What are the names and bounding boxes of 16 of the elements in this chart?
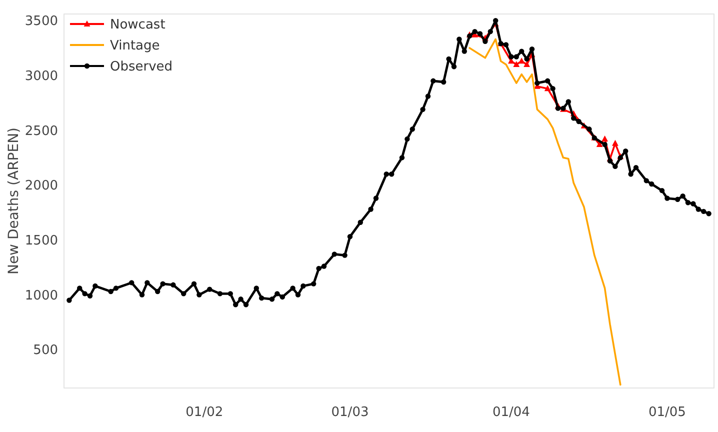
y-tick-label: 3500 bbox=[24, 14, 58, 30]
y-axis-title: New Deaths (ARPEN) bbox=[6, 127, 22, 275]
y-tick-label: 3000 bbox=[24, 68, 58, 84]
x-tick-label: 01/05 bbox=[648, 405, 686, 420]
y-tick-label: 500 bbox=[33, 343, 58, 358]
line-series bbox=[468, 38, 622, 386]
legend-label: Nowcast bbox=[110, 18, 166, 33]
y-tick-label: 1500 bbox=[24, 233, 58, 248]
x-tick-label: 01/02 bbox=[186, 405, 224, 420]
legend-label: Observed bbox=[110, 60, 173, 75]
y-tick-label: 2500 bbox=[24, 124, 58, 139]
x-tick-label: 01/04 bbox=[492, 405, 530, 420]
y-tick-label: 2000 bbox=[24, 178, 58, 194]
legend-label: Vintage bbox=[110, 38, 160, 54]
y-tick-label: 1000 bbox=[24, 288, 58, 304]
x-tick-label: 01/03 bbox=[331, 405, 369, 420]
